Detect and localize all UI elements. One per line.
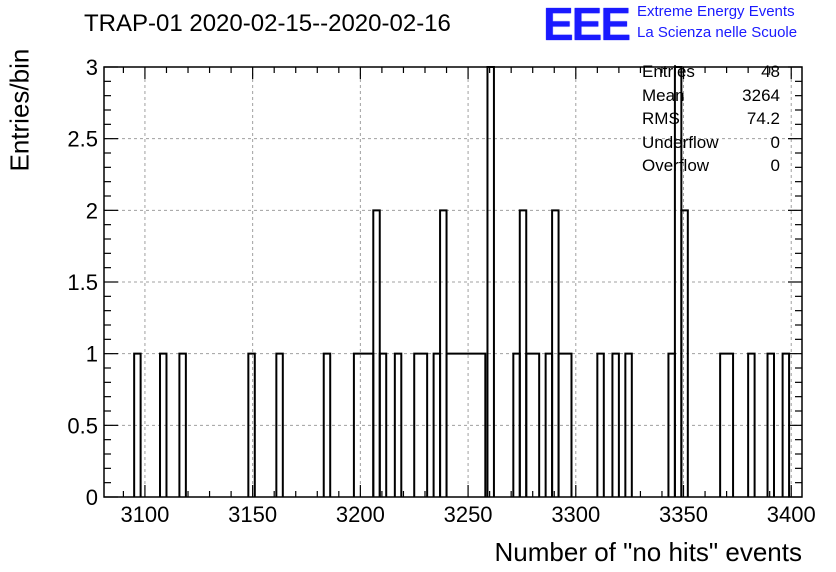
y-tick-label: 1.5 (67, 270, 98, 295)
histogram-bar (680, 209, 689, 497)
logo-line-1: Extreme Energy Events (637, 3, 795, 20)
histogram-bar (247, 352, 256, 497)
histogram-bar (445, 352, 487, 497)
logo-line-2: La Scienza nelle Scuole (637, 24, 798, 41)
histogram-bar (393, 352, 403, 497)
histogram-bar (781, 352, 791, 497)
histogram-bar (133, 352, 142, 497)
stat-label: Overflow (642, 156, 710, 175)
histogram-bar (413, 352, 429, 497)
eee-logo-mark: EEE (543, 0, 631, 50)
y-tick-labels: 0 0.5 1 1.5 2 2.5 3 (67, 55, 98, 510)
x-tick-label: 3200 (336, 502, 385, 527)
histogram-bar (766, 352, 775, 497)
stat-value: 3264 (742, 85, 780, 105)
stat-label: Mean (642, 85, 685, 105)
x-tick-label: 3400 (767, 502, 816, 527)
histogram-bar (378, 352, 388, 497)
histogram-bars (133, 66, 791, 497)
stat-row-mean: Mean 3264 (642, 84, 780, 108)
x-tick-label: 3100 (120, 502, 169, 527)
stat-label: Underflow (642, 132, 719, 152)
stat-value: 0 (770, 132, 780, 152)
x-tick-label: 3150 (228, 502, 277, 527)
histogram-bar (159, 352, 168, 497)
histogram-bar (525, 352, 541, 497)
histogram-bar (322, 352, 332, 497)
y-tick-label: 1 (86, 342, 98, 367)
stat-value: 74.2 (746, 109, 780, 128)
y-axis-label: Entries/bin (4, 48, 35, 172)
stat-row-rms: RMS 74.2 (642, 107, 780, 131)
stats-box: Entries 48 Mean 3264 RMS 74.2 Underflow … (642, 60, 780, 178)
histogram-bar (747, 352, 756, 497)
chart-title: TRAP-01 2020-02-15--2020-02-16 (84, 10, 451, 37)
histogram-bar (557, 352, 573, 497)
x-tick-label: 3350 (659, 502, 708, 527)
y-tick-label: 0 (86, 485, 98, 510)
x-axis-label: Number of "no hits" events (494, 537, 803, 567)
stat-label: Entries (642, 62, 695, 81)
y-tick-label: 2 (86, 198, 98, 223)
histogram-bar (486, 66, 495, 497)
histogram-bar (624, 352, 633, 497)
stat-row-entries: Entries 48 (642, 60, 780, 84)
stat-row-overflow: Overflow 0 (642, 154, 780, 178)
stat-row-underflow: Underflow 0 (642, 131, 780, 155)
x-tick-label: 3250 (444, 502, 493, 527)
stat-value: 48 (761, 62, 780, 81)
x-tick-label: 3300 (551, 502, 600, 527)
stat-label: RMS (642, 109, 680, 128)
axis-ticks (104, 66, 802, 498)
y-tick-label: 3 (86, 55, 98, 80)
histogram-bar (719, 352, 735, 497)
histogram-bar (275, 352, 284, 497)
histogram-bar (611, 352, 620, 497)
histogram-bar (596, 352, 605, 497)
x-tick-labels: 3100 3150 3200 3250 3300 3350 3400 (120, 502, 815, 527)
histogram-bar (178, 352, 187, 497)
stat-value: 0 (770, 156, 780, 175)
y-tick-label: 0.5 (67, 413, 98, 438)
y-tick-label: 2.5 (67, 127, 98, 152)
